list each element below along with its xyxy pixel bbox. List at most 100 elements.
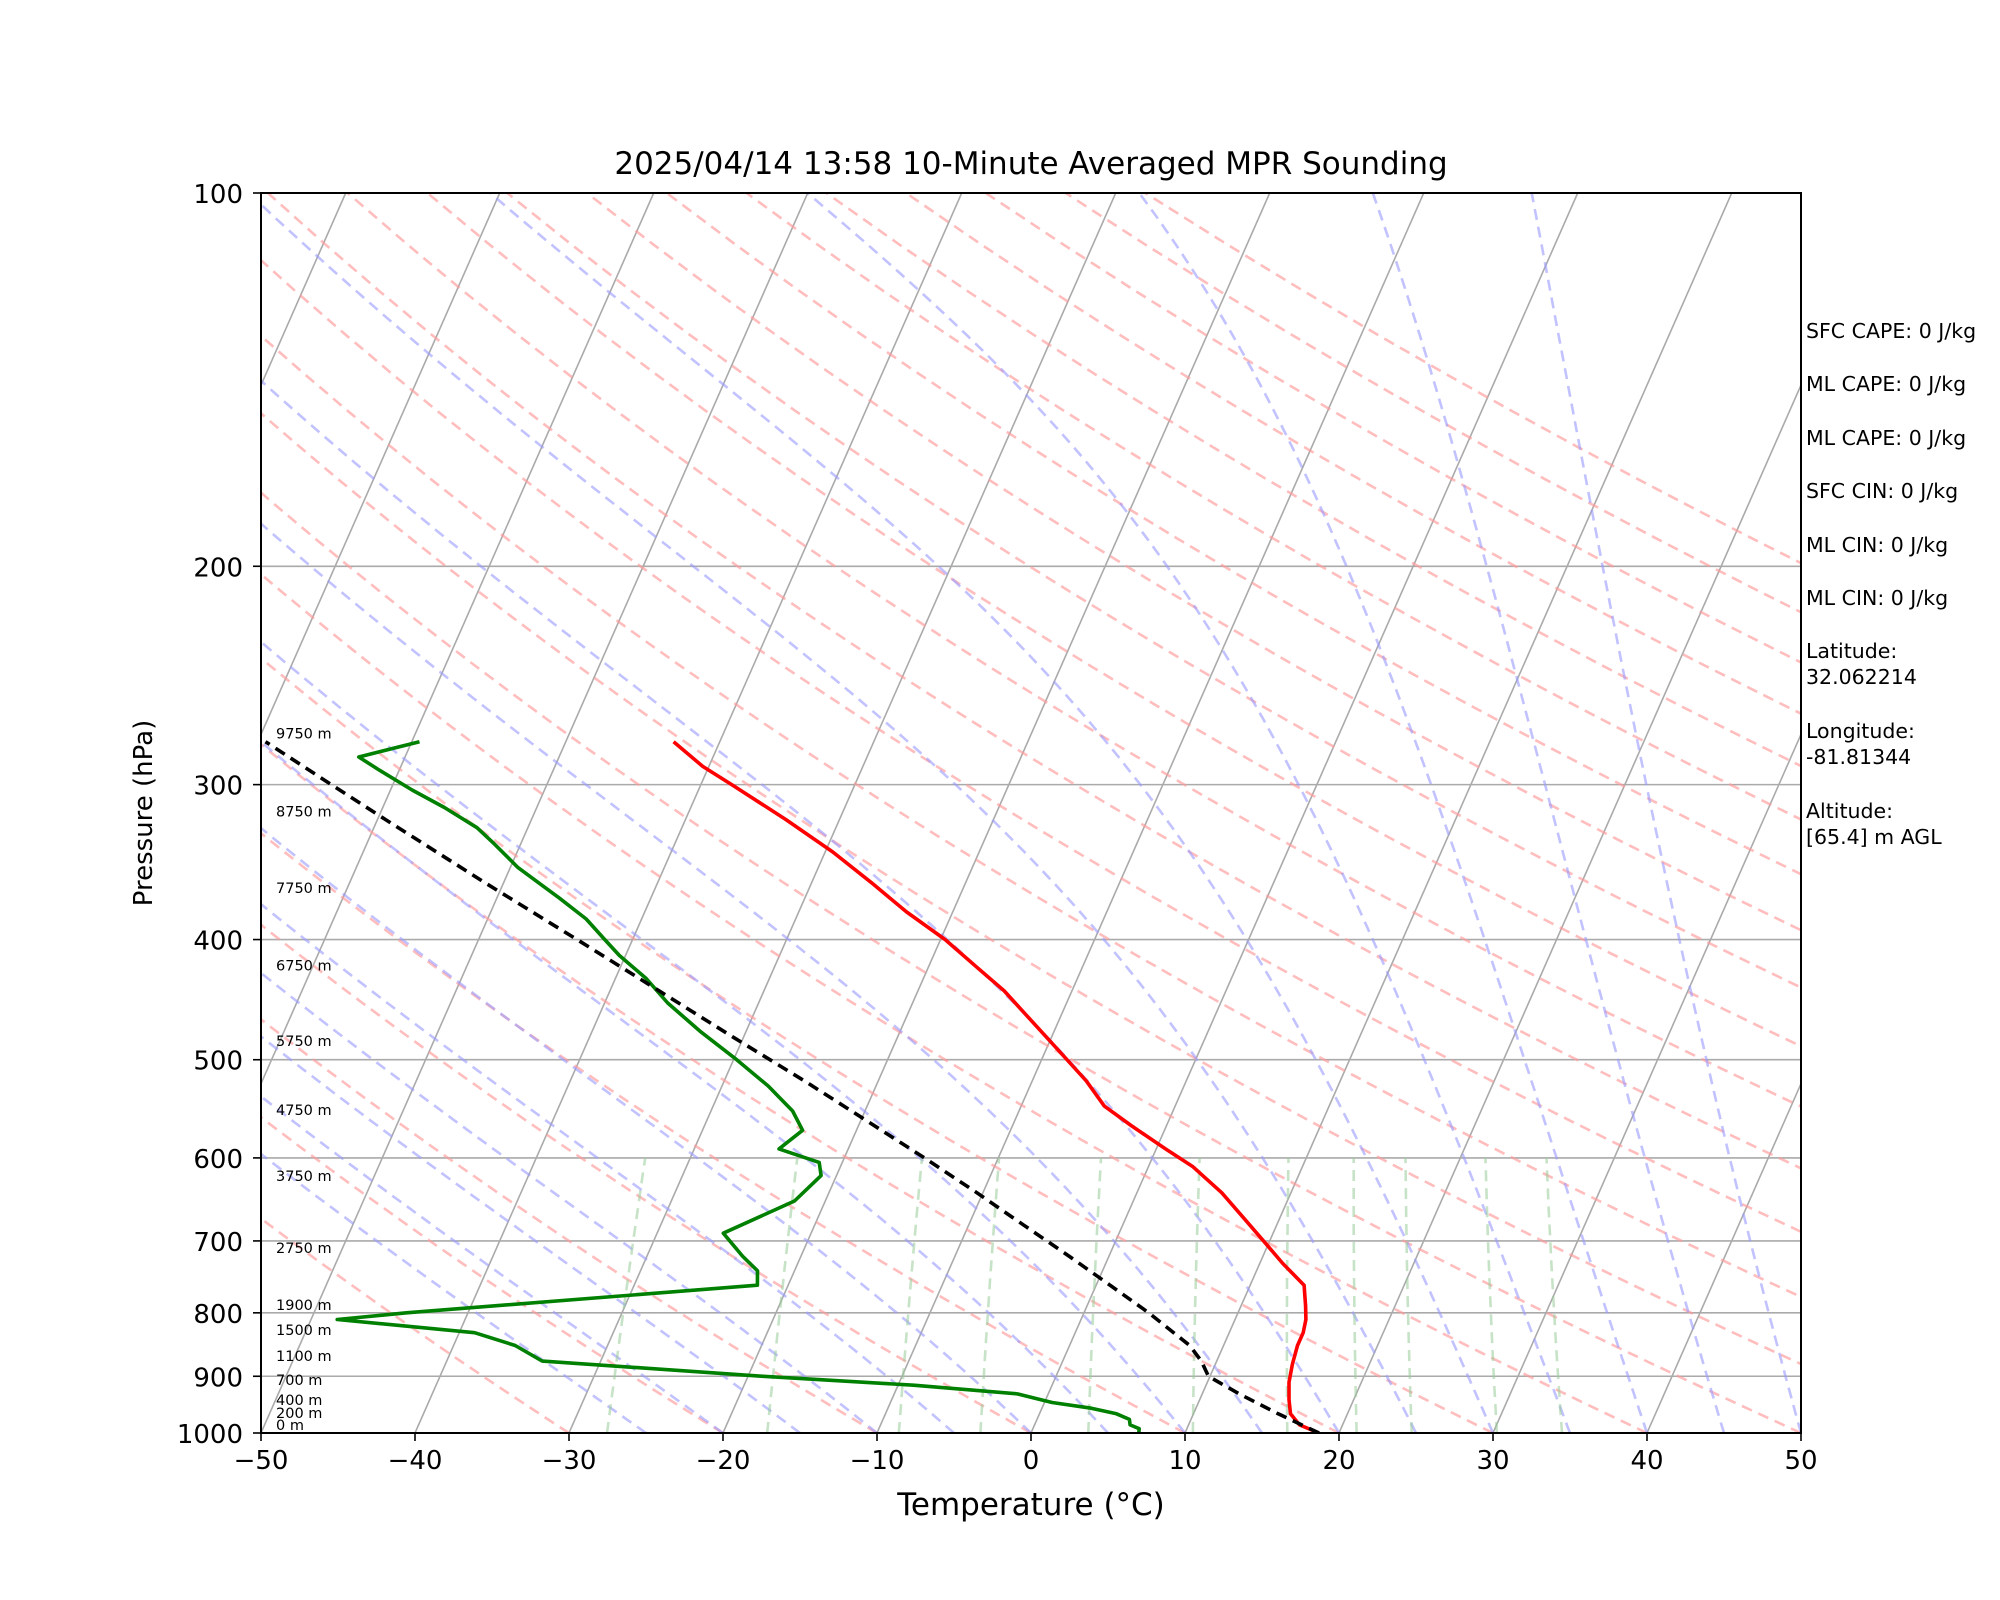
stat-annotation: Longitude: -81.81344	[1806, 719, 1915, 769]
y-tick-label: 800	[193, 1300, 243, 1330]
height-label: 4750 m	[276, 1103, 332, 1119]
x-tick-label: 50	[1784, 1446, 1817, 1476]
y-tick-label: 400	[193, 927, 243, 957]
isotherm-line	[1338, 383, 1801, 1433]
mixing-ratio-line	[1087, 1157, 1103, 1433]
stat-annotation: ML CAPE: 0 J/kg	[1806, 372, 1967, 396]
moist-adiabat-line	[806, 193, 1572, 1433]
mixing-ratio-line	[1191, 1157, 1201, 1433]
mixing-ratio-line	[605, 1157, 647, 1433]
dry-adiabat-line	[586, 193, 1801, 932]
height-label: 9750 m	[276, 727, 332, 743]
moist-adiabat-line	[261, 1034, 801, 1433]
isotherm-line	[1646, 1081, 1801, 1433]
x-tick-label: 40	[1630, 1446, 1663, 1476]
isotherm-line	[876, 193, 1425, 1433]
x-tick-label: −40	[388, 1446, 443, 1476]
x-tick-label: 10	[1168, 1446, 1201, 1476]
dry-adiabat-line	[261, 334, 1801, 1299]
y-tick-label: 700	[193, 1228, 243, 1258]
mixing-ratio-line	[1484, 1157, 1499, 1433]
moist-adiabat-line	[261, 1152, 647, 1433]
plot-frame	[260, 192, 1802, 1434]
dry-adiabat-line	[745, 193, 1801, 821]
isotherm-line	[1184, 193, 1733, 1433]
mixing-ratio-line	[979, 1157, 1001, 1433]
x-tick-label: 0	[1023, 1446, 1040, 1476]
moist-adiabat-line	[261, 202, 1418, 1433]
stat-annotation: Latitude: 32.062214	[1806, 639, 1917, 689]
height-label: 1500 m	[276, 1323, 332, 1339]
height-label: 6750 m	[276, 958, 332, 974]
mixing-ratio-line	[1285, 1157, 1290, 1433]
isotherm-line	[722, 193, 1271, 1433]
mixing-ratio-line	[1545, 1157, 1564, 1433]
dry-adiabat-line	[261, 258, 1801, 1234]
x-tick-label: −30	[542, 1446, 597, 1476]
dry-adiabat-line	[346, 193, 1801, 1108]
height-label: 2750 m	[276, 1241, 332, 1257]
moist-adiabat-line	[261, 971, 878, 1433]
isotherm-line	[261, 193, 655, 1086]
dry-adiabat-line	[261, 831, 1186, 1433]
isotherm-line	[568, 193, 1117, 1433]
moist-adiabat-line	[261, 740, 1109, 1433]
moist-adiabat-line	[261, 640, 1187, 1433]
x-tick-label: 20	[1322, 1446, 1355, 1476]
x-tick-label: 30	[1476, 1446, 1509, 1476]
height-label: 700 m	[276, 1373, 322, 1389]
moist-adiabat-line	[1530, 193, 1801, 1433]
dry-adiabat-line	[426, 193, 1801, 1048]
y-tick-label: 200	[193, 553, 243, 583]
parcel-profile	[264, 740, 1320, 1433]
isotherm-line	[261, 193, 501, 737]
dewpoint-profile	[335, 739, 1141, 1433]
height-label: 1900 m	[276, 1298, 332, 1314]
y-tick-label: 1000	[177, 1420, 243, 1450]
mixing-ratio-line	[765, 1157, 799, 1433]
y-tick-label: 100	[193, 180, 243, 210]
height-label: 8750 m	[276, 804, 332, 820]
height-label: 3750 m	[276, 1169, 332, 1185]
height-label: 7750 m	[276, 881, 332, 897]
moist-adiabat-line	[261, 521, 1264, 1433]
isotherm-line	[261, 193, 809, 1433]
x-tick-label: −20	[696, 1446, 751, 1476]
dry-adiabat-line	[261, 1115, 724, 1433]
y-axis-label: Pressure (hPa)	[129, 720, 159, 907]
isotherm-line	[1492, 732, 1801, 1433]
stat-annotation: ML CIN: 0 J/kg	[1806, 533, 1949, 557]
stat-annotation: SFC CAPE: 0 J/kg	[1806, 319, 1977, 343]
dry-adiabat-line	[506, 193, 1801, 989]
height-label: 0 m	[276, 1418, 304, 1434]
mixing-ratio-line	[1404, 1157, 1413, 1433]
height-label: 1100 m	[276, 1349, 332, 1365]
stat-annotation: ML CIN: 0 J/kg	[1806, 586, 1949, 610]
chart-title: 2025/04/14 13:58 10-Minute Averaged MPR …	[614, 146, 1447, 182]
dry-adiabat-line	[267, 193, 1801, 1170]
x-tick-label: −10	[850, 1446, 905, 1476]
y-tick-label: 900	[193, 1363, 243, 1393]
stat-annotation: SFC CIN: 0 J/kg	[1806, 479, 1959, 503]
y-tick-label: 300	[193, 772, 243, 802]
isotherm-line	[0, 193, 38, 1433]
height-label: 400 m	[276, 1393, 322, 1409]
dry-adiabat-line	[825, 193, 1801, 768]
moist-adiabat-line	[261, 1094, 724, 1433]
dry-adiabat-line	[261, 572, 1648, 1433]
height-label: 5750 m	[276, 1034, 332, 1050]
mixing-ratio-line	[1352, 1157, 1358, 1433]
stat-annotation: ML CAPE: 0 J/kg	[1806, 426, 1967, 450]
dry-adiabat-line	[261, 656, 1494, 1433]
moist-adiabat-line	[261, 826, 1032, 1433]
moist-adiabat-line	[1371, 193, 1726, 1433]
x-tick-label: −50	[234, 1446, 289, 1476]
moist-adiabat-line	[261, 902, 955, 1433]
y-tick-label: 500	[193, 1047, 243, 1077]
x-axis-label: Temperature (°C)	[896, 1487, 1165, 1523]
mixing-ratio-line	[897, 1157, 924, 1433]
dry-adiabat-line	[261, 490, 1801, 1433]
moist-adiabat-line	[1138, 193, 1649, 1433]
moist-adiabat-line	[489, 193, 1495, 1433]
height-label: 200 m	[276, 1406, 322, 1422]
